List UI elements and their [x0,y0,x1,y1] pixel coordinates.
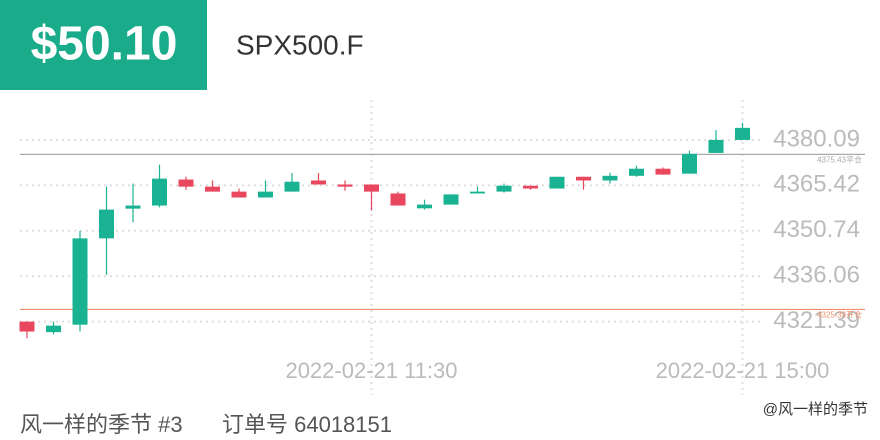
candle-body [72,238,88,325]
reference-label: 4375.43平仓 [817,154,862,164]
candle-body [364,184,379,192]
candle-body [337,184,353,187]
plot: 4321.39 4336.06 4350.74 4365.42 4380.09 2022-… [19,100,865,395]
candle-body [152,178,167,206]
y-tick-label: 4380.09 [773,125,860,152]
candle-body [496,185,512,192]
candle-body [99,209,114,239]
candle-body [602,175,618,181]
candle-body [417,204,432,209]
candle-body [284,181,300,192]
watermark: @风一样的季节 [763,401,868,418]
candle-body [523,185,538,189]
x-tick-label: 2022-02-21 15:00 [656,358,830,383]
candle-body [390,193,406,206]
candle-body [258,191,273,198]
candle-body [655,168,671,175]
candle-body [205,186,220,192]
candle-body [576,176,591,181]
candle-body [311,180,326,185]
candle-body [629,168,644,176]
order: 订单号 64018151 [222,412,392,437]
candle-body [682,153,697,174]
user: 风一样的季节 #3 [20,412,183,437]
candle-body [19,321,35,332]
y-tick-label: 4336.06 [773,262,860,289]
candle-body [46,325,61,333]
price-box [0,0,207,90]
candle-body [735,127,750,140]
candle-body [178,179,194,187]
y-tick-label: 4365.42 [773,171,860,198]
candle-body [231,191,247,198]
candle-body [443,194,459,205]
y-tick-label: 4350.74 [773,216,860,243]
reference-label: 4325.33开仓 [817,310,862,320]
candle-body [708,139,724,153]
symbol: SPX500.F [236,29,364,60]
candle-body [549,176,565,189]
candle-body [125,205,141,209]
price: $50.10 [31,18,178,71]
x-tick-label: 2022-02-21 11:30 [285,358,457,383]
y-tick-label: 4321.39 [773,307,860,334]
candle-body [470,191,485,194]
